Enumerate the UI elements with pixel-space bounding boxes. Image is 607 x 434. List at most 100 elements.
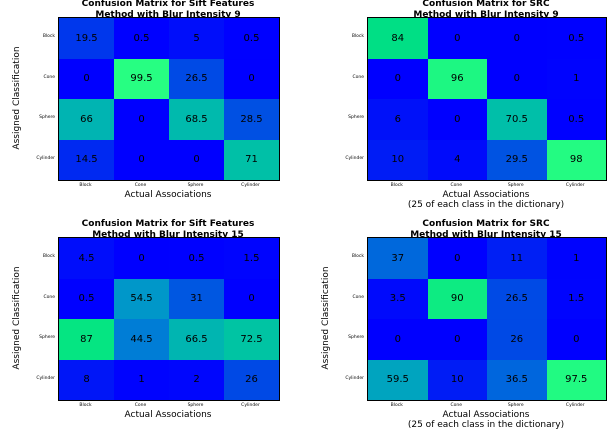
heatmap-cell: 0 bbox=[427, 238, 487, 279]
heatmap-cell: 8 bbox=[59, 359, 114, 400]
y-tick-label: Cone bbox=[43, 74, 55, 80]
heatmap-cell: 66 bbox=[59, 99, 114, 140]
heatmap-cell: 1.5 bbox=[224, 238, 279, 279]
heatmap-grid: 84 0 0 0.5 0 96 0 1 6 0 70.5 0.5 10 4 29.5 98 bbox=[367, 17, 607, 181]
heatmap-cell: 0.5 bbox=[59, 278, 114, 319]
heatmap-cell: 0 bbox=[224, 278, 279, 319]
x-axis-sublabel: (25 of each class in the dictionary) bbox=[407, 200, 565, 210]
y-tick-label: Sphere bbox=[39, 115, 55, 121]
heatmap-cell: 59.5 bbox=[368, 359, 428, 400]
heatmap-cell: 0.5 bbox=[224, 18, 279, 59]
y-tick-label: Cone bbox=[43, 294, 55, 300]
heatmap-cell: 99.5 bbox=[114, 58, 169, 99]
x-tick-label: Cylinder bbox=[241, 403, 260, 408]
heatmap-cell: 1.5 bbox=[546, 278, 606, 319]
x-tick-label: Cylinder bbox=[565, 403, 585, 408]
chart-src-blur-15: Confusion Matrix for SRC Method with Blu… bbox=[303, 219, 607, 434]
heatmap-cell: 84 bbox=[368, 18, 428, 59]
heatmap-cell: 19.5 bbox=[59, 18, 114, 59]
heatmap-cell: 1 bbox=[546, 58, 606, 99]
heatmap-cell: 98 bbox=[546, 139, 606, 180]
x-axis-sublabel: (25 of each class in the dictionary) bbox=[407, 420, 565, 430]
x-tick-label: Cone bbox=[450, 183, 463, 188]
y-axis-label: Assigned Classification bbox=[12, 266, 22, 370]
x-tick-label: Cylinder bbox=[565, 183, 585, 188]
heatmap-cell: 4 bbox=[427, 139, 487, 180]
heatmap-cell: 2 bbox=[169, 359, 224, 400]
heatmap-cell: 54.5 bbox=[114, 278, 169, 319]
heatmap-cell: 0 bbox=[114, 139, 169, 180]
heatmap-cell: 0 bbox=[114, 99, 169, 140]
y-tick-label: Sphere bbox=[39, 335, 55, 341]
x-tick-label: Sphere bbox=[187, 403, 204, 408]
y-tick-label: Block bbox=[351, 254, 364, 260]
heatmap-cell: 0 bbox=[368, 319, 428, 360]
heatmap-cell: 66.5 bbox=[169, 319, 224, 360]
chart-src-blur-9: Confusion Matrix for SRC Method with Blu… bbox=[303, 0, 607, 214]
y-tick-label: Sphere bbox=[348, 115, 364, 121]
heatmap-cell: 0.5 bbox=[169, 238, 224, 279]
heatmap-cell: 5 bbox=[169, 18, 224, 59]
x-tick-label: Block bbox=[79, 403, 92, 408]
chart-sift-blur-15: Confusion Matrix for Sift Features Metho… bbox=[0, 219, 304, 434]
heatmap-cell: 70.5 bbox=[487, 99, 547, 140]
heatmap-cell: 0 bbox=[114, 238, 169, 279]
heatmap-cell: 0.5 bbox=[546, 99, 606, 140]
heatmap-cell: 0 bbox=[368, 58, 428, 99]
heatmap-grid: 19.5 0.5 5 0.5 0 99.5 26.5 0 66 0 68.5 28.5 14.5 0 0 71 bbox=[58, 17, 280, 181]
heatmap-cell: 26.5 bbox=[487, 278, 547, 319]
heatmap-cell: 1 bbox=[114, 359, 169, 400]
chart-title: Confusion Matrix for Sift Features Metho… bbox=[81, 0, 255, 20]
y-tick-label: Cone bbox=[352, 294, 364, 300]
x-tick-label: Block bbox=[390, 403, 403, 408]
heatmap-cell: 6 bbox=[368, 99, 428, 140]
heatmap-cell: 4.5 bbox=[59, 238, 114, 279]
heatmap-grid: 4.5 0 0.5 1.5 0.5 54.5 31 0 87 44.5 66.5 72.5 8 1 2 26 bbox=[58, 237, 280, 401]
heatmap-cell: 44.5 bbox=[114, 319, 169, 360]
x-tick-label: Sphere bbox=[507, 403, 524, 408]
y-tick-label: Sphere bbox=[348, 335, 364, 341]
y-tick-label: Block bbox=[42, 254, 55, 260]
heatmap-cell: 26.5 bbox=[169, 58, 224, 99]
y-tick-label: Block bbox=[42, 34, 55, 40]
y-tick-label: Cylinder bbox=[345, 375, 364, 381]
heatmap-cell: 0 bbox=[427, 319, 487, 360]
x-axis-label: Actual Associations bbox=[124, 190, 212, 200]
y-tick-label: Cylinder bbox=[345, 155, 364, 161]
heatmap-cell: 0 bbox=[427, 99, 487, 140]
heatmap-cell: 31 bbox=[169, 278, 224, 319]
heatmap-cell: 28.5 bbox=[224, 99, 279, 140]
heatmap-cell: 37 bbox=[368, 238, 428, 279]
heatmap-cell: 3.5 bbox=[368, 278, 428, 319]
x-tick-label: Cone bbox=[450, 403, 463, 408]
heatmap-cell: 97.5 bbox=[546, 359, 606, 400]
heatmap-cell: 0.5 bbox=[546, 18, 606, 59]
x-tick-label: Cone bbox=[134, 403, 147, 408]
chart-title: Confusion Matrix for Sift Features Metho… bbox=[81, 219, 255, 240]
heatmap-cell: 11 bbox=[487, 238, 547, 279]
x-axis-label: Actual Associations bbox=[442, 410, 530, 420]
chart-sift-blur-9: Confusion Matrix for Sift Features Metho… bbox=[0, 0, 304, 214]
heatmap-grid: 37 0 11 1 3.5 90 26.5 1.5 0 0 26 0 59.5 10 36.5 97.5 bbox=[367, 237, 607, 401]
heatmap-cell: 0.5 bbox=[114, 18, 169, 59]
heatmap-cell: 26 bbox=[224, 359, 279, 400]
x-tick-label: Sphere bbox=[507, 183, 524, 188]
heatmap-cell: 87 bbox=[59, 319, 114, 360]
heatmap-cell: 10 bbox=[368, 139, 428, 180]
heatmap-cell: 0 bbox=[224, 58, 279, 99]
heatmap-cell: 96 bbox=[427, 58, 487, 99]
heatmap-cell: 0 bbox=[427, 18, 487, 59]
y-tick-label: Cylinder bbox=[36, 155, 55, 161]
chart-title: Confusion Matrix for SRC Method with Blu… bbox=[410, 219, 562, 240]
heatmap-cell: 29.5 bbox=[487, 139, 547, 180]
heatmap-cell: 26 bbox=[487, 319, 547, 360]
x-tick-label: Cylinder bbox=[241, 183, 260, 188]
heatmap-cell: 72.5 bbox=[224, 319, 279, 360]
heatmap-cell: 10 bbox=[427, 359, 487, 400]
heatmap-cell: 36.5 bbox=[487, 359, 547, 400]
y-tick-label: Cylinder bbox=[36, 375, 55, 381]
heatmap-cell: 0 bbox=[487, 58, 547, 99]
y-axis-label: Assigned Classification bbox=[12, 46, 22, 150]
heatmap-cell: 14.5 bbox=[59, 139, 114, 180]
y-tick-label: Cone bbox=[352, 74, 364, 80]
